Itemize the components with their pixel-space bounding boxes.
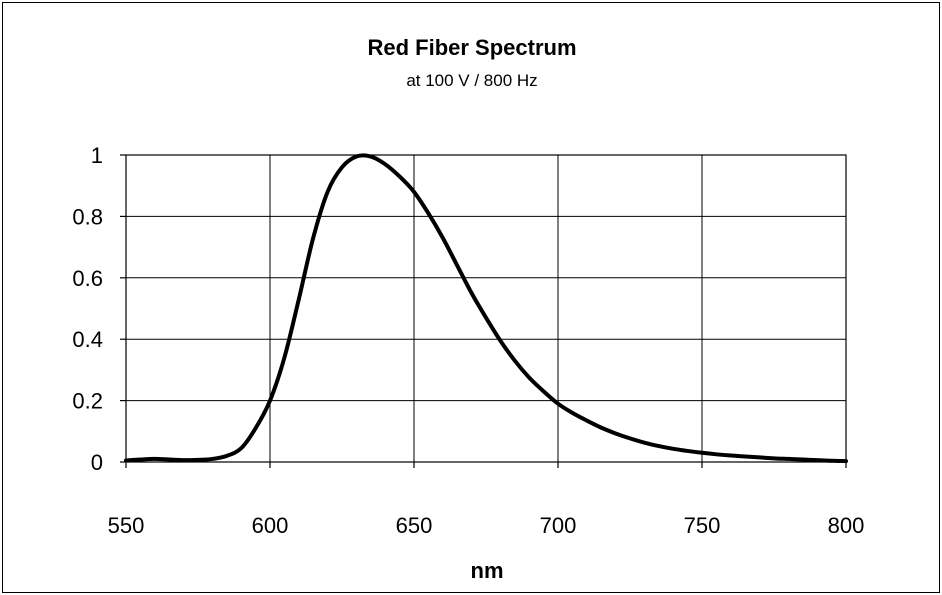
y-tick-label: 0	[91, 450, 103, 475]
y-tick-label: 0.2	[72, 389, 103, 414]
plot-area	[125, 154, 847, 463]
y-tick-label: 0.6	[72, 266, 103, 291]
x-tick-label: 550	[108, 513, 145, 538]
chart-canvas: Red Fiber Spectrum at 100 V / 800 Hz 550…	[72, 35, 864, 583]
x-tick-label: 600	[252, 513, 289, 538]
series-line	[124, 153, 848, 464]
x-tick-label: 750	[684, 513, 721, 538]
chart-subtitle: at 100 V / 800 Hz	[406, 71, 537, 90]
x-tick-label: 800	[828, 513, 865, 538]
x-tick-label: 650	[396, 513, 433, 538]
y-tick-label: 0.4	[72, 327, 103, 352]
x-tick-label: 700	[540, 513, 577, 538]
x-axis-label: nm	[471, 558, 504, 583]
tick-marks	[120, 154, 847, 468]
chart-title: Red Fiber Spectrum	[367, 35, 576, 60]
grid-lines	[126, 155, 846, 462]
y-tick-label: 1	[91, 143, 103, 168]
y-tick-label: 0.8	[72, 204, 103, 229]
tick-labels: 550 600 650 700 750 800 0 0.2 0.4 0.6 0.8 1	[72, 143, 864, 538]
